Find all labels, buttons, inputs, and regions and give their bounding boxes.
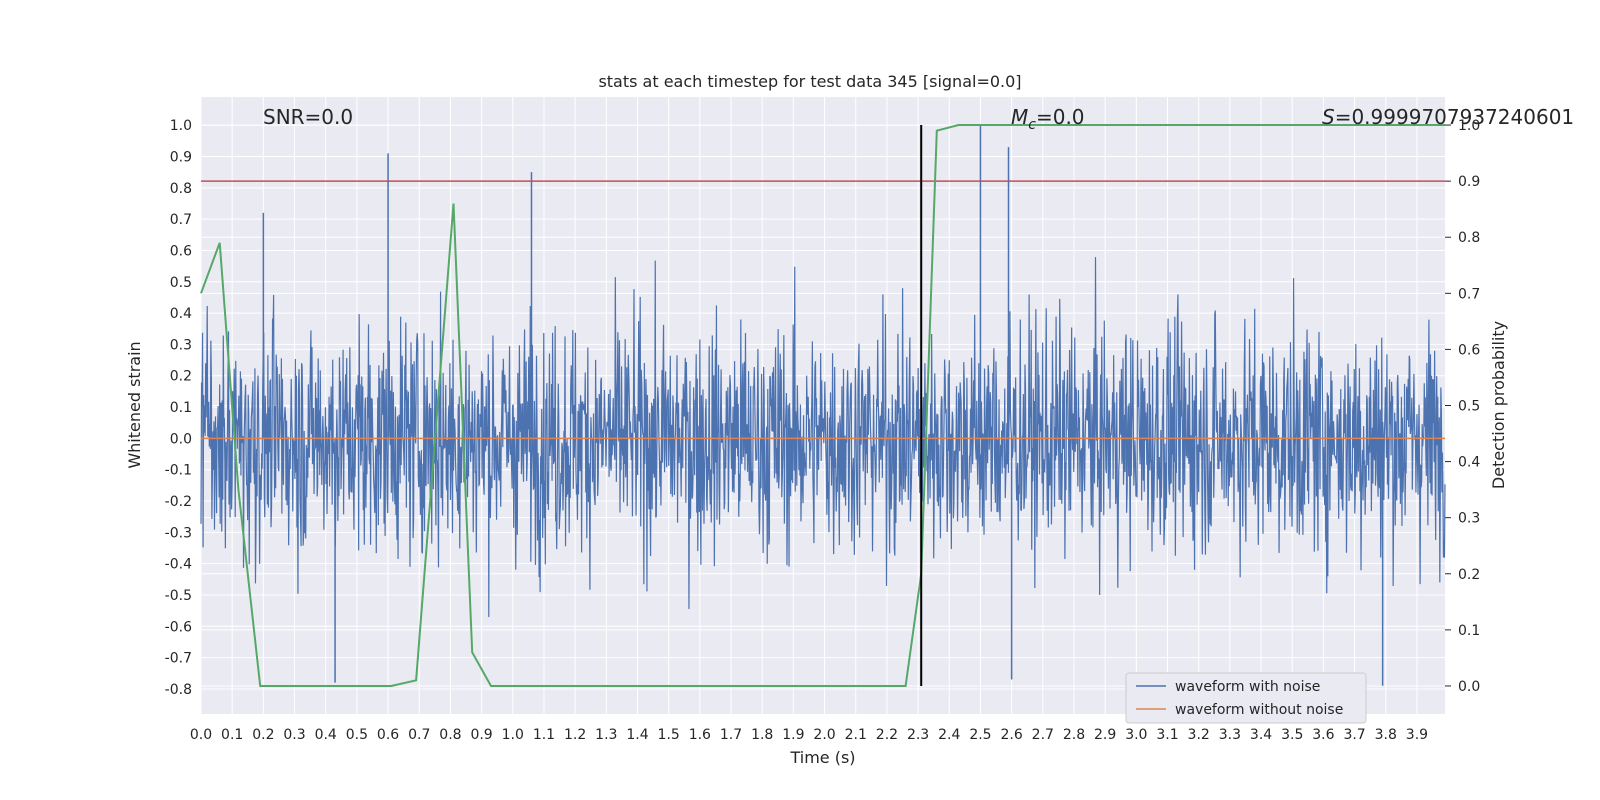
x-tick-label: 2.2 [876, 727, 898, 743]
x-tick-label: 1.4 [626, 727, 648, 743]
x-tick-label: 0.5 [346, 727, 368, 743]
snr-annotation: SNR=0.0 [263, 105, 353, 129]
x-tick-label: 2.1 [845, 727, 867, 743]
x-tick-label: 0.1 [221, 727, 243, 743]
x-tick-label: 0.6 [377, 727, 399, 743]
x-tick-label: 1.2 [564, 727, 586, 743]
x-tick-label: 0.0 [190, 727, 212, 743]
legend: waveform with noise waveform without noi… [1125, 672, 1367, 724]
y2-axis-label: Detection probability [1489, 321, 1508, 489]
y2-tick-label: 0.6 [1458, 342, 1480, 358]
x-tick-label: 3.6 [1312, 727, 1334, 743]
y-axis-label: Whitened strain [125, 341, 144, 468]
y2-tick-labels: 1.0 0.9 0.8 0.7 0.6 0.5 0.4 0.3 0.2 0.1 0.0 [1458, 118, 1480, 695]
y-tick-label: 0.2 [170, 369, 192, 385]
x-tick-label: 3.9 [1406, 727, 1428, 743]
x-tick-label: 2.6 [1000, 727, 1022, 743]
mc-annotation: Mc=0.0 [1011, 105, 1085, 133]
x-tick-label: 0.8 [439, 727, 461, 743]
x-tick-label: 1.0 [502, 727, 524, 743]
y-tick-label: -0.1 [165, 463, 192, 479]
x-tick-label: 3.0 [1125, 727, 1147, 743]
y-tick-label: -0.7 [165, 651, 192, 667]
x-tick-label: 2.3 [907, 727, 929, 743]
x-tick-label: 0.3 [283, 727, 305, 743]
legend-box [1125, 672, 1367, 724]
x-tick-label: 2.7 [1032, 727, 1054, 743]
waveform-with-noise-series [200, 125, 1446, 686]
x-tick-label: 0.9 [470, 727, 492, 743]
y2-tick-label: 0.9 [1458, 174, 1480, 190]
x-tick-label: 1.9 [782, 727, 804, 743]
y-tick-label: 0.6 [170, 243, 192, 259]
detection-probability-line [200, 124, 1445, 687]
x-tick-label: 1.8 [751, 727, 773, 743]
x-tick-label: 1.7 [720, 727, 742, 743]
x-tick-label: 0.7 [408, 727, 430, 743]
x-tick-label: 3.5 [1281, 727, 1303, 743]
s-value: =0.9999707937240601 [1335, 105, 1574, 129]
y-tick-label: 0.1 [170, 400, 192, 416]
x-tick-label: 3.2 [1188, 727, 1210, 743]
x-tick-label: 3.7 [1343, 727, 1365, 743]
y-tick-label: -0.8 [165, 682, 192, 698]
y-tick-label: 0.5 [170, 275, 192, 291]
y2-tick-label: 0.5 [1458, 399, 1480, 415]
s-annotation: S=0.9999707937240601 [1322, 105, 1574, 129]
y-tick-label: -0.4 [165, 557, 192, 573]
y2-tick-label: 0.2 [1458, 567, 1480, 583]
y-tick-label: 1.0 [170, 118, 192, 134]
x-tick-label: 1.6 [689, 727, 711, 743]
y-tick-label: 0.8 [170, 181, 192, 197]
y-tick-label: 0.4 [170, 306, 192, 322]
y2-tick-label: 0.1 [1458, 623, 1480, 639]
y-tick-label: 0.0 [170, 431, 192, 447]
mc-value: =0.0 [1036, 105, 1085, 129]
x-tick-label: 0.4 [315, 727, 337, 743]
x-tick-label: 2.9 [1094, 727, 1116, 743]
y-tick-label: -0.2 [165, 494, 192, 510]
x-tick-label: 3.4 [1250, 727, 1272, 743]
x-tick-labels: 0.0 0.1 0.2 0.3 0.4 0.5 0.6 0.7 0.8 0.9 1.0 1.1 1.2 1… [190, 727, 1428, 743]
mc-symbol: M [1011, 105, 1028, 129]
x-tick-label: 0.2 [252, 727, 274, 743]
mc-subscript: c [1028, 117, 1036, 133]
x-tick-label: 1.5 [658, 727, 680, 743]
waveform-with-noise-path [200, 257, 1446, 618]
x-tick-label: 2.4 [938, 727, 960, 743]
x-tick-label: 2.8 [1063, 727, 1085, 743]
y2-tick-label: 0.0 [1458, 679, 1480, 695]
y-tick-labels: 1.0 0.9 0.8 0.7 0.6 0.5 0.4 0.3 0.2 0.1 0.0 -0.1 -0.… [165, 118, 192, 698]
x-axis-label: Time (s) [789, 748, 855, 767]
y2-tick-label: 1.0 [1458, 118, 1480, 134]
x-tick-label: 2.5 [969, 727, 991, 743]
x-tick-label: 1.1 [533, 727, 555, 743]
y-tick-label: -0.6 [165, 619, 192, 635]
x-tick-label: 2.0 [813, 727, 835, 743]
y2-tick-label: 0.7 [1458, 286, 1480, 302]
x-tick-label: 3.8 [1375, 727, 1397, 743]
y-tick-label: -0.3 [165, 525, 192, 541]
y-tick-label: 0.9 [170, 150, 192, 166]
y2-tick-label: 0.4 [1458, 455, 1480, 471]
y-tick-label: -0.5 [165, 588, 192, 604]
legend-label-noise: waveform with noise [1175, 679, 1320, 695]
x-tick-label: 3.1 [1156, 727, 1178, 743]
y2-tick-label: 0.3 [1458, 511, 1480, 527]
s-symbol: S [1322, 105, 1335, 129]
x-tick-label: 3.3 [1219, 727, 1241, 743]
y-tick-label: 0.3 [170, 337, 192, 353]
y2-tick-label: 0.8 [1458, 230, 1480, 246]
chart-title: stats at each timestep for test data 345… [598, 72, 1021, 91]
x-tick-label: 1.3 [595, 727, 617, 743]
y-tick-label: 0.7 [170, 212, 192, 228]
legend-label-clean: waveform without noise [1175, 702, 1343, 718]
